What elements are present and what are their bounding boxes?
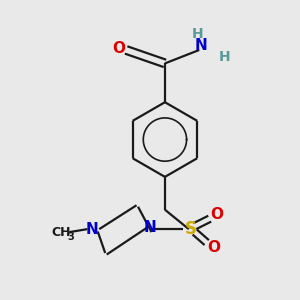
Text: N: N [86,222,99,237]
Text: H: H [192,26,204,40]
Text: S: S [184,220,196,238]
Text: 3: 3 [67,232,74,242]
Text: N: N [194,38,207,53]
Text: O: O [208,239,221,254]
Text: N: N [144,220,156,235]
Text: H: H [219,50,230,64]
Text: O: O [211,207,224,222]
Text: CH: CH [51,226,71,238]
Text: O: O [112,41,125,56]
